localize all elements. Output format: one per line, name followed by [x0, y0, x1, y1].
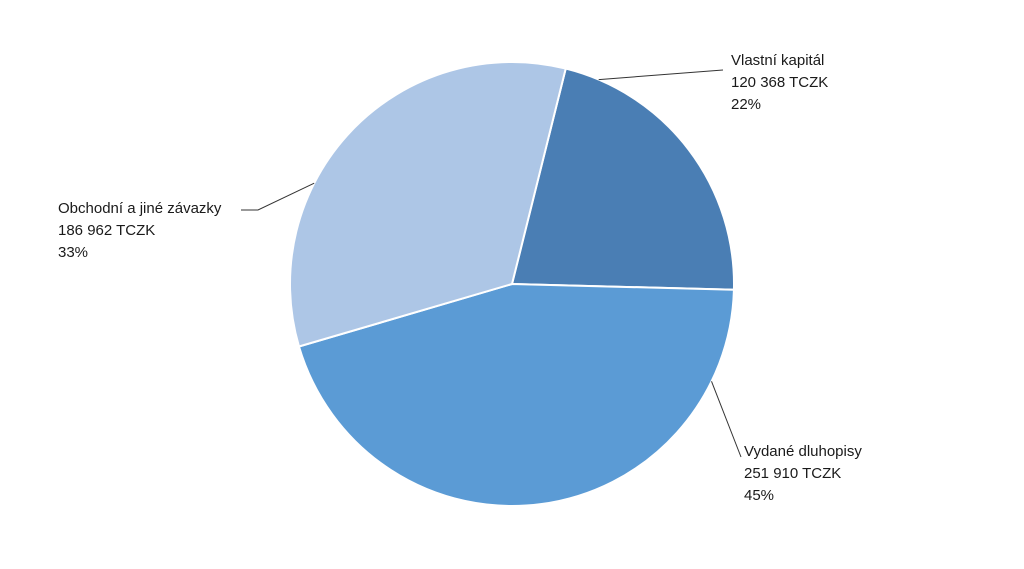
data-label-vydane-dluhopisy: Vydané dluhopisy 251 910 TCZK 45% — [744, 441, 862, 507]
slice-value-label: 120 368 TCZK — [731, 74, 829, 91]
slice-name-label: Vydané dluhopisy — [744, 443, 862, 460]
slice-percent-label: 45% — [744, 487, 775, 504]
pie-slice-0 — [510, 67, 735, 291]
slice-value-label: 186 962 TCZK — [58, 222, 156, 239]
pie-slices — [289, 61, 735, 508]
slice-value-label: 251 910 TCZK — [744, 465, 842, 482]
leader-line-1 — [711, 381, 742, 458]
slice-percent-label: 22% — [731, 96, 762, 113]
leader-line-0 — [598, 69, 724, 81]
pie-slice-1 — [297, 282, 735, 508]
pie-slice-2 — [289, 61, 567, 348]
slice-name-label: Obchodní a jiné závazky — [58, 200, 222, 217]
data-label-vlastni-kapital: Vlastní kapitál 120 368 TCZK 22% — [731, 50, 828, 116]
data-label-obchodni-a-jine-zavazky: Obchodní a jiné závazky 186 962 TCZK 33% — [58, 198, 221, 264]
slice-percent-label: 33% — [58, 244, 89, 261]
leader-line-2 — [241, 182, 315, 211]
leader-lines — [241, 69, 742, 458]
slice-name-label: Vlastní kapitál — [731, 52, 825, 69]
